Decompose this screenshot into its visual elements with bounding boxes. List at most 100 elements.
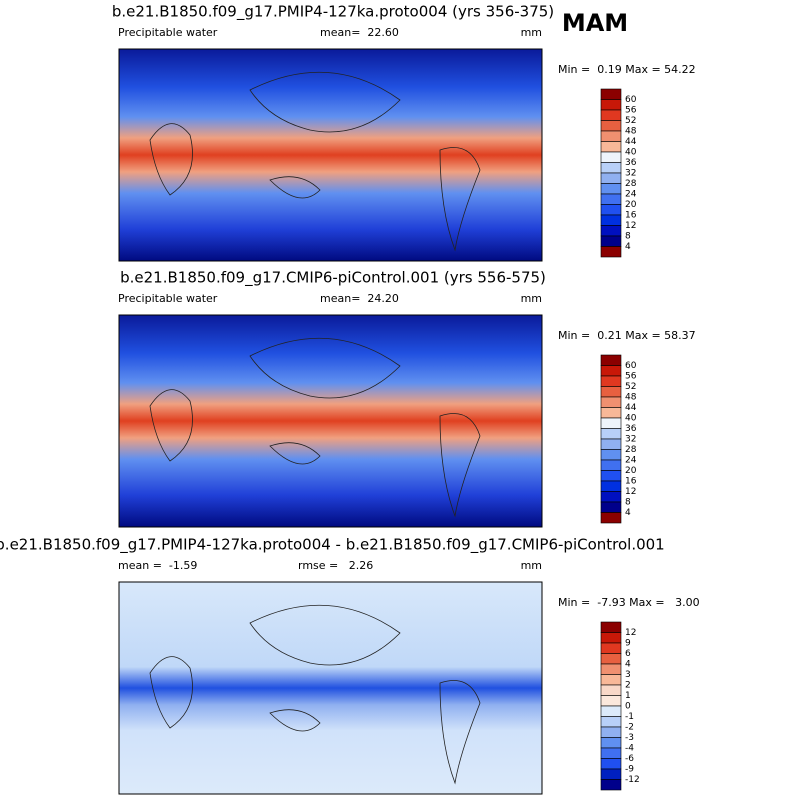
colorbar-label: 4 — [625, 508, 631, 518]
colorbar-label: 4 — [625, 660, 631, 670]
colorbar-box — [600, 726, 622, 738]
colorbar-label: -4 — [625, 744, 634, 754]
colorbar-box — [600, 246, 622, 258]
map — [118, 314, 543, 528]
colorbar-label: 24 — [625, 190, 637, 200]
colorbar-box — [600, 99, 622, 111]
colorbar-box — [600, 642, 622, 654]
colorbar-box — [600, 162, 622, 174]
colorbar-label: 12 — [625, 487, 636, 497]
colorbar-box — [600, 193, 622, 205]
colorbar-label: 0 — [625, 702, 631, 712]
colorbar-label: 40 — [625, 148, 637, 158]
colorbar-label: 8 — [625, 232, 631, 242]
panel-units: mm — [521, 26, 542, 39]
colorbar-box — [600, 459, 622, 471]
colorbar-label: 60 — [625, 95, 637, 105]
colorbar-label: 12 — [625, 221, 636, 231]
colorbar-box — [600, 684, 622, 696]
colorbar-label: 32 — [625, 169, 636, 179]
colorbar-box — [600, 480, 622, 492]
season-label: MAM — [562, 9, 628, 37]
colorbar-box — [600, 779, 622, 791]
colorbar-label: 8 — [625, 498, 631, 508]
colorbar-label: 28 — [625, 445, 637, 455]
colorbar-label: 52 — [625, 116, 636, 126]
colorbar-label: 48 — [625, 127, 637, 137]
colorbar-label: 1 — [625, 691, 631, 701]
panel-center-label: rmse = 2.26 — [298, 559, 373, 572]
colorbar-label: 20 — [625, 466, 637, 476]
colorbar-box — [600, 141, 622, 153]
colorbar-label: 60 — [625, 361, 637, 371]
panel-center-label: mean= 24.20 — [320, 292, 399, 305]
colorbar-box — [600, 225, 622, 237]
colorbar-box — [600, 695, 622, 707]
coastline — [149, 337, 481, 518]
colorbar-box — [600, 120, 622, 132]
colorbar-box — [600, 491, 622, 503]
colorbar-label: 44 — [625, 403, 637, 413]
map — [118, 48, 543, 262]
colorbar-label: 12 — [625, 628, 636, 638]
colorbar-box — [600, 768, 622, 780]
colorbar-box — [600, 151, 622, 163]
colorbar-box — [600, 470, 622, 482]
colorbar-label: -6 — [625, 754, 634, 764]
panel-units: mm — [521, 559, 542, 572]
colorbar-label: 36 — [625, 424, 637, 434]
colorbar-label: -2 — [625, 723, 634, 733]
colorbar-box — [600, 758, 622, 770]
colorbar-box — [600, 438, 622, 450]
colorbar-box — [600, 737, 622, 749]
colorbar-box — [600, 396, 622, 408]
coastline — [149, 71, 481, 252]
colorbar-box — [600, 428, 622, 440]
colorbar-label: -9 — [625, 765, 634, 775]
colorbar-label: 3 — [625, 670, 631, 680]
colorbar-box — [600, 632, 622, 644]
panel-title: b.e21.B1850.f09_g17.PMIP4-127ka.proto004… — [0, 536, 665, 555]
colorbar-label: 56 — [625, 372, 637, 382]
colorbar-label: -12 — [625, 775, 640, 785]
colorbar-box — [600, 449, 622, 461]
colorbar-box — [600, 747, 622, 759]
range-label: Min = 0.19 Max = 54.22 — [558, 63, 696, 76]
panel-title: b.e21.B1850.f09_g17.PMIP4-127ka.proto004… — [112, 3, 554, 22]
colorbar-label: 32 — [625, 435, 636, 445]
colorbar-box — [600, 172, 622, 184]
colorbar-label: 4 — [625, 242, 631, 252]
colorbar-box — [600, 674, 622, 686]
range-label: Min = -7.93 Max = 3.00 — [558, 596, 700, 609]
colorbar-box — [600, 214, 622, 226]
colorbar-box — [600, 417, 622, 429]
panel-units: mm — [521, 292, 542, 305]
colorbar-label: 16 — [625, 477, 637, 487]
colorbar-label: 48 — [625, 393, 637, 403]
colorbar-label: -1 — [625, 712, 634, 722]
colorbar-box — [600, 512, 622, 524]
colorbar-label: 40 — [625, 414, 637, 424]
colorbar-box — [600, 235, 622, 247]
colorbar-label: 2 — [625, 681, 631, 691]
colorbar-label: 9 — [625, 639, 631, 649]
colorbar-box — [600, 354, 622, 366]
panel-center-label: mean= 22.60 — [320, 26, 399, 39]
colorbar-box — [600, 109, 622, 121]
colorbar-box — [600, 653, 622, 665]
colorbar-box — [600, 501, 622, 513]
colorbar-box — [600, 204, 622, 216]
colorbar-box — [600, 705, 622, 717]
colorbar-box — [600, 407, 622, 419]
colorbar-label: 36 — [625, 158, 637, 168]
panel-left-label: mean = -1.59 — [118, 559, 197, 572]
map — [118, 581, 543, 795]
colorbar-label: 6 — [625, 649, 631, 659]
colorbar-box — [600, 386, 622, 398]
colorbar-label: 24 — [625, 456, 637, 466]
colorbar-label: 52 — [625, 382, 636, 392]
panel-left-label: Precipitable water — [118, 26, 218, 39]
colorbar-box — [600, 621, 622, 633]
panel-left-label: Precipitable water — [118, 292, 218, 305]
